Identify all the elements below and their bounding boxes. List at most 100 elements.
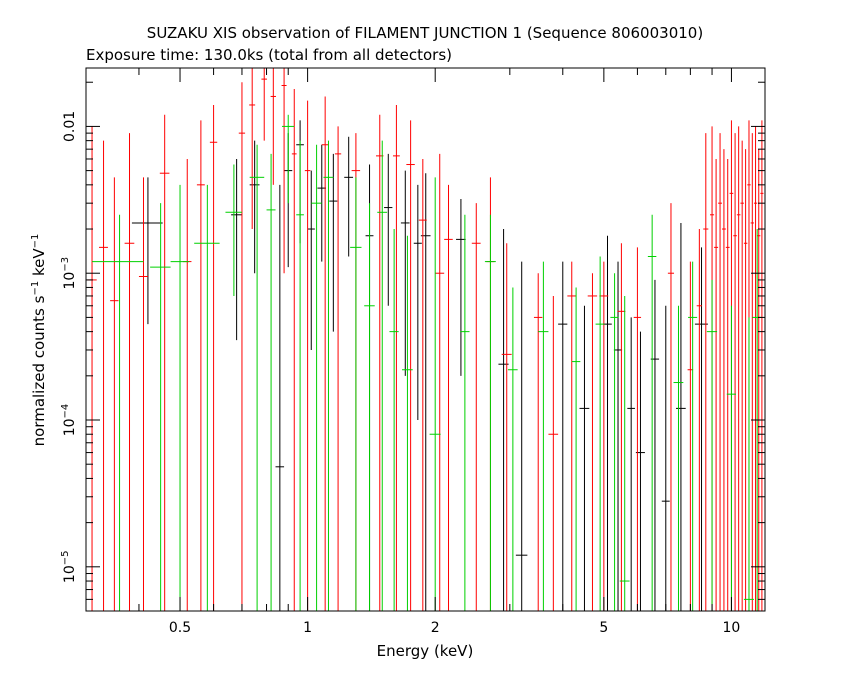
data-point <box>661 305 670 611</box>
data-point <box>321 96 329 611</box>
data-point <box>249 144 265 611</box>
data-point <box>296 140 304 611</box>
data-point <box>406 120 415 611</box>
data-point <box>444 184 453 611</box>
data-point <box>344 136 354 257</box>
axis-ticks: 0.5 1 2 5 10 10−5 10−4 10−3 0.01 <box>60 68 765 636</box>
chart-subtitle: Exposure time: 130.0ks (total from all d… <box>86 46 452 64</box>
data-point <box>619 295 630 611</box>
data-point <box>238 82 246 611</box>
data-point <box>743 149 748 611</box>
data-point <box>595 256 605 611</box>
data-point <box>384 153 393 306</box>
data-point <box>558 261 568 611</box>
series-0 <box>131 120 708 611</box>
data-point <box>548 295 559 611</box>
y-tick-label: 10−4 <box>60 404 78 437</box>
data-point <box>726 305 736 611</box>
data-point <box>334 126 342 611</box>
y-tick-label: 10−3 <box>60 257 78 290</box>
x-tick-label: 5 <box>599 620 608 636</box>
data-point <box>138 177 148 611</box>
data-point <box>402 235 413 611</box>
data-point <box>733 133 737 611</box>
data-point <box>599 261 609 611</box>
data-point <box>196 120 205 611</box>
data-point <box>281 68 287 274</box>
data-point <box>225 164 242 296</box>
data-point <box>750 133 754 611</box>
data-point <box>413 184 422 421</box>
data-point <box>429 177 441 611</box>
data-point <box>400 170 410 376</box>
data-point <box>571 287 581 611</box>
data-point <box>688 261 698 611</box>
data-point <box>329 153 338 332</box>
series-1 <box>87 68 764 611</box>
data-point <box>131 177 163 325</box>
data-point <box>456 199 466 376</box>
data-point <box>377 140 388 611</box>
data-point <box>311 144 322 611</box>
data-point <box>99 140 108 611</box>
data-point <box>721 149 726 611</box>
data-point <box>610 273 619 611</box>
data-point <box>471 203 481 611</box>
data-point <box>209 104 218 611</box>
data-point <box>350 177 362 611</box>
data-point <box>706 279 718 611</box>
data-point <box>647 214 657 611</box>
data-point <box>507 287 518 611</box>
series-2 <box>92 114 762 611</box>
plot-frame <box>85 67 766 612</box>
data-point <box>718 133 722 611</box>
data-point <box>460 214 470 611</box>
data-point <box>249 140 260 274</box>
x-tick-label: 1 <box>303 620 312 636</box>
data-point <box>323 140 334 611</box>
data-point <box>420 173 431 611</box>
data-point <box>725 158 730 611</box>
data-point <box>150 203 171 611</box>
data-point <box>231 158 242 341</box>
data-point <box>249 68 256 230</box>
data-point <box>696 229 702 611</box>
data-point <box>714 158 719 611</box>
data-point <box>364 203 375 611</box>
data-point <box>92 214 144 611</box>
data-point <box>124 133 135 611</box>
data-point <box>194 184 220 611</box>
data-point <box>392 104 400 611</box>
data-point <box>159 114 170 611</box>
data-point <box>304 100 311 611</box>
data-point <box>87 126 97 611</box>
data-point <box>603 235 612 611</box>
data-point <box>740 140 744 611</box>
data-point <box>736 126 741 611</box>
data-point <box>418 158 427 611</box>
x-axis-label: Energy (keV) <box>377 642 474 660</box>
data-point <box>579 305 590 611</box>
data-point <box>743 317 754 611</box>
data-point <box>587 273 598 611</box>
data-point <box>389 229 399 611</box>
data-point <box>753 126 758 611</box>
data-point <box>538 261 549 611</box>
data-point <box>307 170 315 350</box>
data-point <box>435 153 445 611</box>
data-point <box>673 305 684 611</box>
x-tick-label: 10 <box>723 620 741 636</box>
data-point <box>613 261 623 611</box>
chart-title: SUZAKU XIS observation of FILAMENT JUNCT… <box>147 24 703 42</box>
y-tick-label: 0.01 <box>62 111 78 142</box>
y-axis-label: normalized counts s−1 keV−1 <box>30 234 48 447</box>
data-point <box>501 243 512 611</box>
data-point <box>533 273 543 611</box>
data-point <box>170 184 190 611</box>
data-point <box>667 203 675 611</box>
plot-area <box>87 68 764 611</box>
data-point <box>182 158 192 611</box>
x-tick-label: 0.5 <box>169 620 191 636</box>
data-point <box>757 149 761 611</box>
